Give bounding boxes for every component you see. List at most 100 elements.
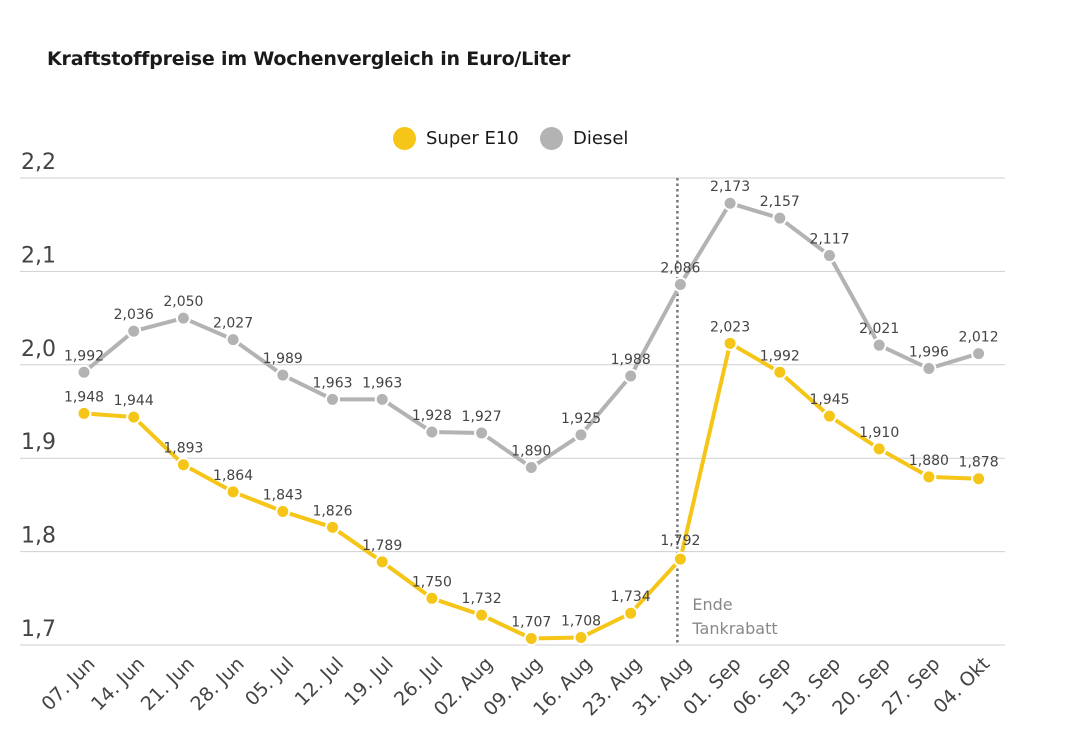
data-point-diesel [722,195,738,211]
y-tick-label: 1,8 [21,524,56,549]
data-label-super-e10: 1,750 [412,574,452,590]
data-label-diesel: 1,989 [263,351,303,367]
data-point-super-e10 [971,471,987,487]
legend-label-super-e10: Super E10 [426,127,519,149]
data-label-super-e10: 1,843 [263,487,303,503]
data-label-super-e10: 1,734 [611,589,651,605]
data-label-super-e10: 1,910 [859,425,899,441]
data-point-diesel [175,310,191,326]
data-label-diesel: 2,027 [213,316,253,332]
data-point-super-e10 [822,408,837,424]
x-tick-label: 04. Okt [929,653,994,718]
data-label-diesel: 2,012 [959,330,999,346]
annotation-text: Ende [692,595,732,614]
data-point-diesel [76,364,92,380]
data-label-diesel: 2,117 [809,232,849,248]
data-point-diesel [374,391,390,407]
data-label-diesel: 1,963 [362,375,402,391]
data-label-super-e10: 1,732 [462,591,502,607]
data-point-super-e10 [722,335,738,351]
data-label-diesel: 1,992 [64,348,104,364]
data-point-super-e10 [424,590,440,606]
data-point-super-e10 [672,551,688,567]
data-point-super-e10 [76,405,92,421]
data-label-diesel: 2,086 [660,260,700,276]
data-point-super-e10 [573,630,589,646]
legend-marker-diesel [540,126,563,150]
x-tick-label: 28. Jun [186,653,248,715]
data-label-super-e10: 2,023 [710,319,750,335]
data-label-super-e10: 1,878 [959,455,999,471]
data-point-diesel [225,332,241,348]
data-label-diesel: 1,988 [611,352,651,368]
data-point-diesel [672,276,688,292]
y-tick-label: 2,1 [21,243,56,268]
data-point-diesel [474,425,490,441]
x-tick-label: 19. Jul [340,653,397,710]
data-point-super-e10 [175,457,191,473]
data-point-diesel [275,367,291,383]
data-point-super-e10 [772,364,788,380]
legend-marker-super-e10 [393,126,416,150]
data-point-super-e10 [374,554,390,570]
data-label-diesel: 1,927 [462,409,502,425]
data-label-diesel: 2,021 [859,321,899,337]
data-label-diesel: 2,036 [114,307,154,323]
legend-item-super-e10: Super E10 [393,124,519,152]
y-tick-label: 2,0 [21,337,56,362]
data-label-super-e10: 1,708 [561,614,601,630]
data-label-diesel: 2,173 [710,179,750,195]
data-point-super-e10 [523,630,539,646]
x-tick-label: 14. Jun [87,653,149,715]
annotation-text: Tankrabatt [691,619,777,638]
data-label-super-e10: 1,948 [64,389,104,405]
data-label-super-e10: 1,826 [312,503,352,519]
data-point-diesel [424,424,440,440]
y-tick-label: 2,2 [21,150,56,175]
data-point-diesel [921,361,937,377]
data-point-diesel [573,427,589,443]
data-label-super-e10: 1,789 [362,538,402,554]
data-label-super-e10: 1,707 [511,614,551,630]
data-point-super-e10 [871,441,887,457]
x-tick-label: 12. Jul [291,653,348,710]
data-label-diesel: 2,157 [760,194,800,210]
data-point-super-e10 [126,409,142,425]
data-point-diesel [822,248,837,264]
data-point-super-e10 [623,605,639,621]
data-point-diesel [523,460,539,476]
data-label-diesel: 2,050 [163,294,203,310]
data-point-super-e10 [275,503,291,519]
data-point-diesel [772,210,788,226]
y-tick-label: 1,9 [21,430,56,455]
data-label-diesel: 1,963 [312,375,352,391]
data-point-diesel [325,391,340,407]
data-label-diesel: 1,996 [909,345,949,361]
data-label-diesel: 1,928 [412,408,452,424]
data-label-diesel: 1,890 [511,444,551,460]
legend: Super E10 Diesel [0,124,1068,152]
data-point-diesel [126,323,142,339]
data-label-super-e10: 1,864 [213,468,253,484]
y-tick-label: 1,7 [21,617,56,642]
x-tick-label: 05. Jul [241,653,298,710]
data-label-super-e10: 1,992 [760,348,800,364]
data-label-super-e10: 1,893 [163,441,203,457]
data-label-super-e10: 1,944 [114,393,154,409]
data-point-super-e10 [225,484,241,500]
data-point-super-e10 [921,469,937,485]
x-tick-label: 21. Jun [137,653,199,715]
data-point-diesel [971,346,987,362]
data-label-super-e10: 1,792 [660,533,700,549]
chart-title: Kraftstoffpreise im Wochenvergleich in E… [47,48,571,70]
series-line-super-e10 [82,341,981,641]
data-label-super-e10: 1,945 [809,392,849,408]
x-tick-label: 07. Jun [37,653,99,715]
data-point-diesel [623,368,639,384]
legend-item-diesel: Diesel [540,124,628,152]
data-label-diesel: 1,925 [561,411,601,427]
data-point-super-e10 [325,519,340,535]
legend-label-diesel: Diesel [573,127,629,149]
data-label-super-e10: 1,880 [909,453,949,469]
